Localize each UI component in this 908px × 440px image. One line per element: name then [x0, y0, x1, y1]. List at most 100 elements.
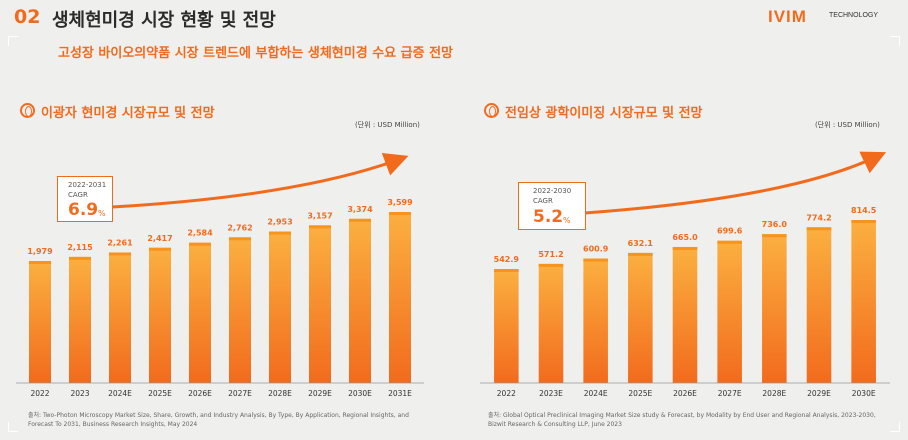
bar — [349, 218, 371, 383]
bar-value-label: 2,762 — [227, 223, 252, 232]
cagr-period: 2022-2031 — [68, 181, 107, 189]
corner-bottom-right — [890, 422, 900, 432]
x-tick-label: 2024E — [584, 389, 608, 398]
x-tick-label: 2031E — [388, 389, 412, 398]
bar — [269, 231, 291, 383]
cagr-box-right: 2022-2030 CAGR 5.2 % — [518, 182, 586, 230]
bar-cap — [538, 263, 564, 267]
cagr-value: 6.9 — [68, 200, 99, 220]
bar-cap — [29, 261, 51, 264]
chart-right: 542.9 2022 571.2 2023E 600.9 2024E 632.1 2025E 6… — [480, 151, 890, 398]
bar-cap — [309, 225, 331, 229]
bar — [583, 258, 608, 383]
bar — [717, 240, 742, 383]
bar-value-label: 2,584 — [187, 229, 213, 238]
x-tick-label: 2027E — [718, 389, 742, 398]
bar — [762, 234, 787, 383]
bar — [628, 252, 653, 383]
bar-cap — [628, 252, 653, 256]
x-tick-label: 2026E — [188, 389, 212, 398]
corner-top-left — [8, 36, 18, 46]
x-tick-label: 2025E — [628, 389, 652, 398]
bar-value-label: 2,417 — [147, 234, 172, 243]
bar — [494, 269, 519, 383]
x-tick-label: 2024E — [108, 389, 132, 398]
bar-value-label: 814.5 — [851, 206, 877, 215]
bar — [806, 227, 832, 383]
bar-value-label: 2,115 — [67, 243, 93, 252]
section-number: 02 — [14, 6, 41, 28]
cagr-unit: % — [563, 216, 571, 225]
bar-cap — [69, 256, 91, 260]
x-tick-label: 2030E — [348, 389, 372, 398]
chart-title-left: 이광자 현미경 시장규모 및 전망 — [41, 106, 215, 121]
bar-cap — [672, 246, 698, 250]
bar-value-label: 1,979 — [27, 247, 53, 256]
bar-cap — [762, 234, 787, 238]
company-logo-sub: TECHNOLOGY — [829, 12, 879, 19]
bar — [309, 225, 331, 383]
unit-label-right: (단위 : USD Million) — [815, 121, 880, 129]
source-note-right: 출처: Global Optical Preclinical Imaging M… — [488, 412, 876, 428]
x-tick-label: 2023E — [539, 389, 563, 398]
cagr-label: CAGR — [533, 197, 553, 205]
corner-bottom-left — [8, 422, 18, 432]
x-tick-label: 2028E — [762, 389, 786, 398]
x-tick-label: 2029E — [308, 389, 332, 398]
section-ring-icon — [484, 103, 499, 118]
bar-cap — [109, 252, 131, 256]
page-subtitle: 고성장 바이오의약품 시장 트렌드에 부합하는 생체현미경 수요 급증 전망 — [58, 46, 454, 61]
source-note-left: 출처: Two-Photon Microscopy Market Size, S… — [28, 412, 409, 428]
bar-cap — [149, 247, 171, 251]
x-tick-label: 2026E — [673, 389, 697, 398]
bar-value-label: 571.2 — [538, 250, 563, 259]
bar — [189, 242, 211, 383]
x-tick-label: 2023 — [70, 389, 89, 398]
unit-label-left: (단위 : USD Million) — [355, 121, 420, 129]
x-tick-label: 2027E — [228, 389, 252, 398]
bar-value-label: 774.2 — [806, 213, 831, 222]
bar — [109, 252, 131, 383]
x-tick-label: 2030E — [852, 389, 876, 398]
bar — [29, 261, 51, 383]
bar-value-label: 3,599 — [387, 198, 413, 207]
cagr-period: 2022-2030 — [533, 187, 572, 195]
bar-cap — [583, 258, 608, 262]
bar — [672, 246, 698, 383]
chart-title-right: 전임상 광학이미징 시장규모 및 전망 — [505, 106, 703, 121]
x-tick-label: 2022 — [30, 389, 49, 398]
bar-value-label: 2,953 — [267, 218, 292, 227]
chart-left: 1,979 2022 2,115 2023 2,261 2024E 2,417 2025E 2,… — [16, 152, 424, 398]
bar-value-label: 632.1 — [628, 239, 654, 248]
x-tick-label: 2029E — [807, 389, 831, 398]
bar-cap — [717, 240, 742, 244]
cagr-label: CAGR — [68, 191, 88, 199]
cagr-box-left: 2022-2031 CAGR 6.9 % — [57, 176, 113, 222]
cagr-unit: % — [98, 209, 106, 218]
bar — [851, 220, 876, 383]
bar — [389, 212, 411, 383]
bar-cap — [806, 227, 832, 231]
bar-value-label: 2,261 — [107, 238, 133, 247]
bar — [69, 256, 91, 383]
bar-value-label: 600.9 — [583, 245, 609, 254]
corner-top-right — [890, 36, 900, 46]
bar — [149, 247, 171, 383]
bar-value-label: 3,157 — [307, 211, 332, 220]
bar-cap — [349, 218, 371, 222]
bar-value-label: 3,374 — [347, 205, 373, 214]
bar — [538, 263, 564, 383]
bar-value-label: 699.6 — [717, 227, 743, 236]
bar-cap — [494, 269, 519, 272]
bar-cap — [851, 220, 876, 223]
bar-cap — [189, 242, 211, 246]
bar — [229, 237, 251, 383]
section-ring-icon — [20, 103, 35, 118]
growth-arrow — [111, 152, 409, 209]
company-logo: IVIM — [768, 7, 807, 26]
bar-value-label: 736.0 — [762, 220, 788, 229]
x-tick-label: 2022 — [497, 389, 516, 398]
bar-cap — [389, 212, 411, 215]
bar-value-label: 665.0 — [672, 233, 698, 242]
